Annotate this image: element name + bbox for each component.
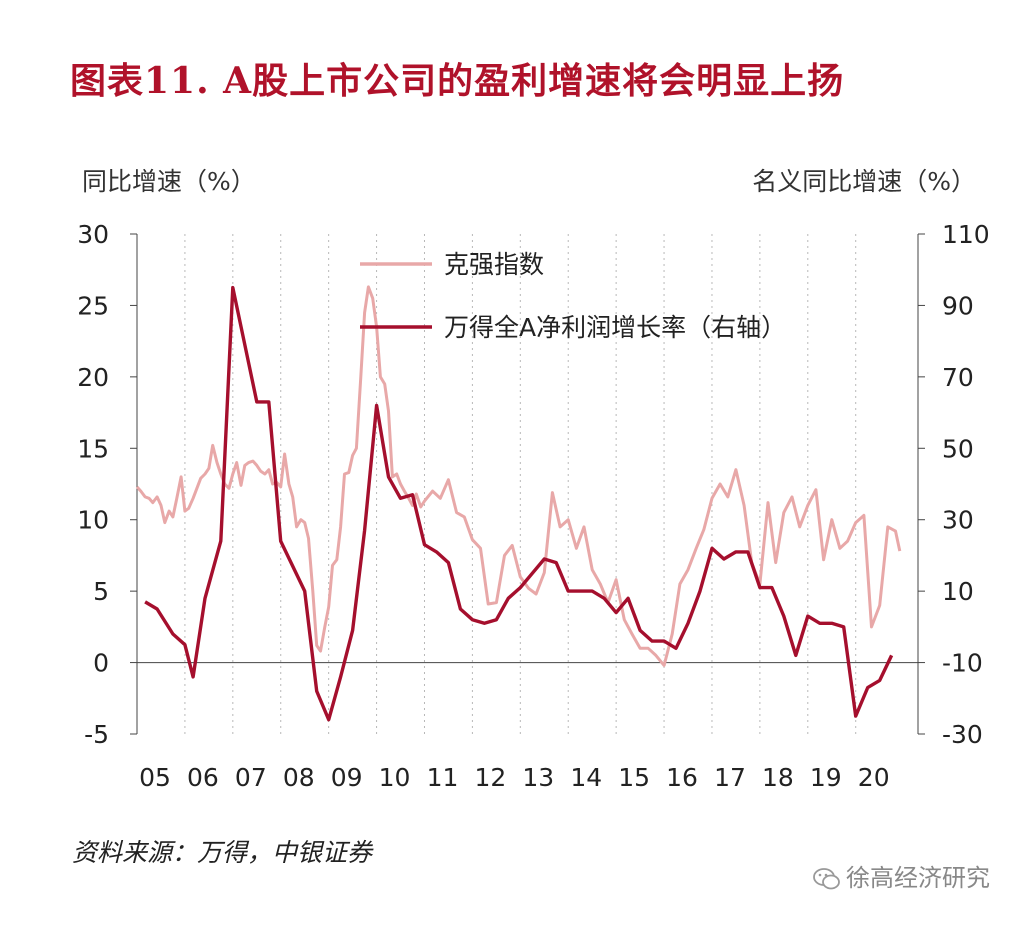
x-tick-label: 09 — [331, 763, 363, 792]
source-note: 资料来源：万得，中银证券 — [72, 838, 373, 867]
x-tick-label: 16 — [666, 763, 698, 792]
left-tick-label: 15 — [77, 434, 109, 463]
left-tick-label: 5 — [93, 577, 109, 606]
left-tick-label: 25 — [77, 291, 109, 320]
x-tick-label: 14 — [570, 763, 602, 792]
x-tick-label: 10 — [379, 763, 411, 792]
x-tick-label: 20 — [858, 763, 890, 792]
chart-title: 图表11. A股上市公司的盈利增速将会明显上扬 — [70, 60, 845, 102]
right-tick-label: 30 — [942, 506, 974, 535]
right-tick-label: 10 — [942, 577, 974, 606]
right-tick-label: 50 — [942, 434, 974, 463]
right-tick-label: -10 — [942, 649, 983, 678]
x-tick-label: 17 — [714, 763, 746, 792]
legend-label-1: 克强指数 — [444, 250, 544, 279]
x-tick-label: 05 — [139, 763, 171, 792]
series-line-1 — [135, 285, 902, 667]
legend-label-2: 万得全A净利润增长率（右轴） — [444, 313, 786, 342]
right-axis-unit: 名义同比增速（%） — [752, 167, 976, 196]
right-tick-label: 70 — [942, 363, 974, 392]
x-tick-label: 18 — [762, 763, 794, 792]
left-axis-unit: 同比增速（%） — [82, 167, 256, 196]
x-tick-label: 08 — [283, 763, 315, 792]
x-tick-label: 06 — [187, 763, 219, 792]
watermark: 徐高经济研究 — [812, 858, 990, 893]
x-tick-label: 13 — [522, 763, 554, 792]
right-tick-label: 110 — [942, 220, 990, 249]
left-tick-label: 30 — [77, 220, 109, 249]
right-tick-label: 90 — [942, 291, 974, 320]
x-tick-label: 15 — [618, 763, 650, 792]
left-tick-label: 10 — [77, 506, 109, 535]
left-tick-label: -5 — [84, 720, 109, 749]
watermark-text: 徐高经济研究 — [846, 864, 990, 892]
right-tick-label: -30 — [942, 720, 983, 749]
x-tick-label: 11 — [427, 763, 459, 792]
x-tick-label: 12 — [474, 763, 506, 792]
left-tick-label: 20 — [77, 363, 109, 392]
series-line-2 — [144, 285, 894, 722]
left-tick-label: 0 — [93, 649, 109, 678]
wechat-icon — [813, 868, 840, 890]
x-tick-label: 07 — [235, 763, 267, 792]
x-tick-label: 19 — [810, 763, 842, 792]
